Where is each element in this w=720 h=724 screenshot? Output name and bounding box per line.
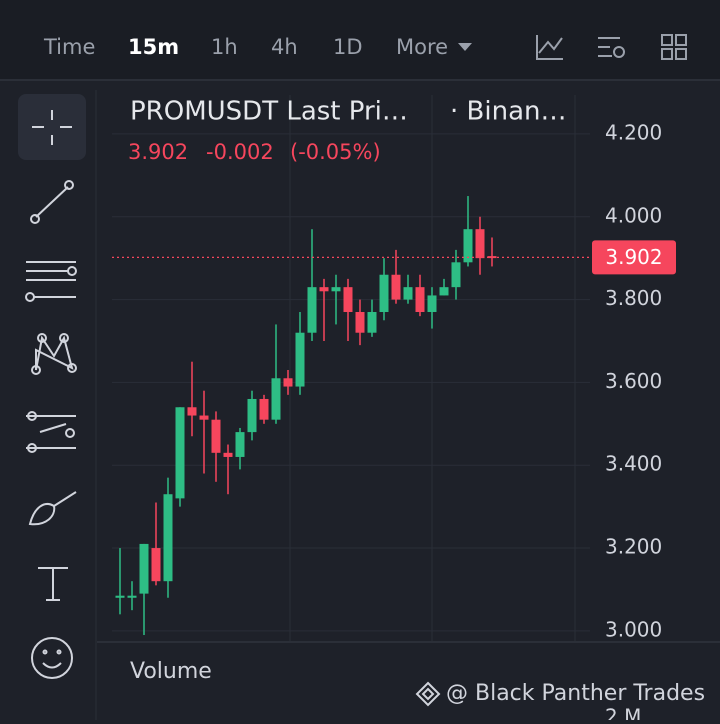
price-change: -0.002 xyxy=(206,140,274,164)
more-menu[interactable]: More xyxy=(396,35,448,59)
candle-body xyxy=(259,398,269,420)
candle-body xyxy=(319,287,329,292)
crosshair-tool[interactable] xyxy=(32,110,72,145)
last-price-badge xyxy=(592,240,676,275)
symbol-title: PROMUSDT Last Pri… xyxy=(130,97,408,127)
candle-body xyxy=(187,407,197,416)
candle-body xyxy=(403,287,413,300)
candle-body xyxy=(127,595,137,598)
y-tick-label: 3.400 xyxy=(605,452,662,476)
y-tick-label: 3.000 xyxy=(605,617,662,641)
y-tick-label: 3.600 xyxy=(605,369,662,393)
candle-body xyxy=(355,312,365,333)
last-price: 3.902 xyxy=(128,140,188,164)
candle-body xyxy=(391,274,401,300)
candle-body xyxy=(439,287,449,296)
interval[interactable]: 1h xyxy=(211,35,238,59)
candle-body xyxy=(235,432,245,457)
prediction-tool[interactable] xyxy=(26,411,76,453)
candle-body xyxy=(115,595,125,598)
y-tick-label: 3.200 xyxy=(605,535,662,559)
interval-active[interactable]: 15m xyxy=(128,35,179,59)
interval[interactable]: 4h xyxy=(271,35,298,59)
candle-body xyxy=(475,229,485,259)
candle-body xyxy=(307,287,317,333)
volume-axis-label: 2 M xyxy=(605,705,641,721)
candle-body xyxy=(343,287,353,313)
volume-pane xyxy=(97,642,720,720)
y-tick-label: 4.200 xyxy=(605,120,662,144)
candle-body xyxy=(331,287,341,292)
dropdown-arrow xyxy=(458,43,472,51)
volume-title: Volume xyxy=(130,659,212,684)
watermark-logo xyxy=(415,681,441,707)
trendline-tool[interactable] xyxy=(30,180,74,224)
candle-body xyxy=(223,452,233,457)
candle-body xyxy=(271,378,281,420)
candle-body xyxy=(463,229,473,263)
price-change-pct: (-0.05%) xyxy=(290,140,381,164)
text-tool[interactable] xyxy=(38,567,68,601)
candle-body xyxy=(415,287,425,313)
layout-icon[interactable] xyxy=(661,34,687,60)
candle-body xyxy=(199,415,209,420)
candle-body xyxy=(175,407,185,499)
candle-body xyxy=(247,398,257,433)
candle-body xyxy=(379,274,389,313)
candle-body xyxy=(211,419,221,453)
candle-body xyxy=(163,494,173,582)
candle-body xyxy=(451,262,461,288)
emoji-tool[interactable] xyxy=(31,637,73,679)
indicator-icon[interactable] xyxy=(536,35,563,60)
candle-body xyxy=(367,312,377,333)
watermark: @ Black Panther Trades xyxy=(446,681,705,706)
y-tick-label: 4.000 xyxy=(605,203,662,227)
interval[interactable]: 1D xyxy=(333,35,363,59)
candle-body xyxy=(151,548,161,582)
exchange: · Binan… xyxy=(450,97,566,127)
candle-body xyxy=(295,332,305,387)
top-bar xyxy=(0,0,720,80)
brush-tool[interactable] xyxy=(28,491,77,526)
template-icon[interactable] xyxy=(598,37,625,58)
last-price-label: 3.902 xyxy=(605,245,662,269)
price-pane xyxy=(112,133,590,636)
candle-body xyxy=(139,543,149,594)
pattern-tool[interactable] xyxy=(31,333,77,375)
candle-body xyxy=(283,378,293,387)
tool-active-bg xyxy=(18,94,86,160)
candle-body xyxy=(427,295,437,313)
y-tick-label: 3.800 xyxy=(605,286,662,310)
interval[interactable]: Time xyxy=(43,35,95,59)
fib-tool[interactable] xyxy=(25,261,77,302)
